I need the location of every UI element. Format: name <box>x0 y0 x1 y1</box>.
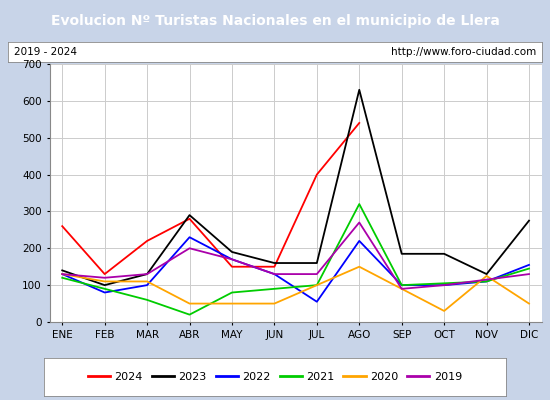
Text: Evolucion Nº Turistas Nacionales en el municipio de Llera: Evolucion Nº Turistas Nacionales en el m… <box>51 14 499 28</box>
Legend: 2024, 2023, 2022, 2021, 2020, 2019: 2024, 2023, 2022, 2021, 2020, 2019 <box>88 372 462 382</box>
Text: http://www.foro-ciudad.com: http://www.foro-ciudad.com <box>391 47 536 57</box>
Text: 2019 - 2024: 2019 - 2024 <box>14 47 76 57</box>
